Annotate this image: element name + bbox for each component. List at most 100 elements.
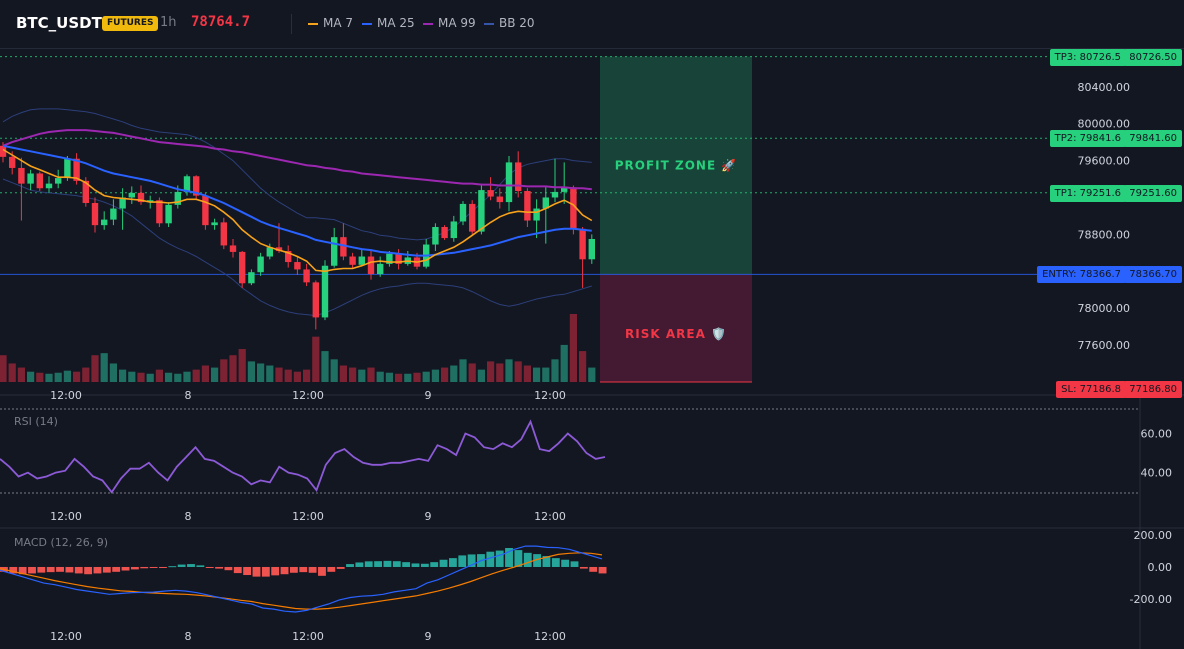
volume-bar	[36, 372, 44, 382]
candle-body	[248, 272, 255, 284]
candle-body	[340, 237, 347, 257]
rsi-line	[0, 419, 606, 494]
level-tag-tp3: TP3: 80726.5	[1049, 48, 1126, 66]
candle-body	[119, 197, 126, 209]
candle-body	[386, 253, 393, 264]
candle-body	[156, 200, 163, 224]
macd-histogram-bar	[37, 566, 46, 573]
candle-body	[229, 245, 237, 252]
macd-histogram-bar	[514, 550, 523, 567]
price-tick-label: 78800.00	[1078, 228, 1131, 241]
macd-histogram-bar	[102, 566, 111, 573]
volume-bar	[128, 371, 136, 382]
rsi-title: RSI (14)	[14, 415, 58, 428]
candle-body	[349, 256, 356, 265]
macd-histogram-bar	[355, 562, 364, 567]
candle-body	[469, 203, 476, 232]
volume-bar	[73, 371, 81, 382]
volume-bar	[588, 367, 596, 382]
candle-body	[331, 237, 338, 266]
volume-bar	[192, 369, 200, 382]
macd-histogram-bar	[280, 566, 289, 575]
volume-bar	[155, 369, 163, 382]
legend-ma25-label: MA 25	[377, 16, 415, 30]
legend-ma7-label: MA 7	[323, 16, 354, 30]
candle-body	[18, 167, 25, 184]
macd-histogram-bar	[420, 563, 429, 567]
volume-bar	[266, 365, 274, 382]
level-tag-sl: SL: 77186.8	[1056, 381, 1126, 398]
price-tick-label: 80000.00	[1078, 118, 1131, 131]
last-price: 78764.7	[191, 14, 251, 30]
macd-histogram-bar	[439, 559, 448, 567]
volume-bar	[229, 355, 237, 382]
candle-body	[524, 191, 531, 221]
volume-bar	[27, 371, 35, 382]
macd-histogram-bar	[542, 556, 551, 567]
volume-bar	[395, 373, 403, 382]
candle-body	[73, 158, 80, 181]
macd-histogram-bar	[392, 561, 401, 567]
macd-histogram-bar	[579, 566, 588, 569]
legend-bb20-label: BB 20	[499, 16, 535, 30]
profit-zone	[600, 56, 752, 275]
macd-histogram-bar	[289, 566, 298, 573]
volume-bar	[109, 363, 117, 382]
bb-upper-line	[2, 108, 592, 241]
candle-body	[91, 203, 99, 226]
macd-histogram-bar	[18, 566, 27, 575]
symbol-name[interactable]: BTC_USDT	[16, 14, 102, 32]
time-tick-label: 12:00	[534, 630, 566, 643]
candle-body	[285, 250, 292, 263]
macd-histogram-bar	[486, 551, 495, 567]
time-tick-label: 9	[425, 389, 432, 402]
volume-bar	[45, 373, 53, 382]
macd-tick-label: 200.00	[1134, 529, 1173, 542]
legend-bb20[interactable]: BB 20	[484, 16, 535, 30]
macd-histogram-bar	[383, 560, 392, 567]
legend-ma99[interactable]: MA 99	[423, 16, 476, 30]
volume-bar	[247, 361, 255, 382]
timeframe-label[interactable]: 1h	[160, 15, 177, 30]
risk-zone-label: RISK AREA 🛡️	[625, 327, 727, 341]
candle-body	[137, 192, 145, 203]
candle-body	[36, 173, 43, 189]
candle-body	[496, 196, 503, 203]
candle-body	[174, 191, 181, 205]
macd-histogram-bar	[561, 559, 570, 567]
macd-histogram-bar	[215, 566, 223, 569]
macd-signal-line	[0, 552, 603, 610]
volume-bar	[441, 367, 449, 382]
price-tick-label: 78000.00	[1078, 302, 1131, 315]
candle-body	[551, 191, 559, 198]
macd-histogram-bar	[589, 566, 598, 572]
volume-bar	[174, 373, 182, 382]
legend-ma25-swatch	[362, 22, 372, 25]
macd-histogram-bar	[252, 566, 261, 577]
volume-bar	[487, 361, 495, 382]
time-tick-label: 12:00	[292, 389, 324, 402]
candle-body	[478, 190, 485, 232]
candle-body	[321, 265, 329, 318]
macd-histogram-bar	[327, 566, 336, 572]
volume-bar	[339, 365, 347, 382]
volume-bar	[422, 371, 430, 382]
macd-histogram-bar	[168, 566, 177, 568]
legend-ma7[interactable]: MA 7	[308, 16, 353, 30]
legend-bb20-swatch	[484, 22, 494, 25]
candle-body	[487, 190, 494, 197]
candle-body	[266, 247, 273, 257]
legend-ma25[interactable]: MA 25	[362, 16, 415, 30]
volume-bar	[0, 355, 7, 382]
level-tag-tp1: TP1: 79251.6	[1049, 184, 1126, 202]
macd-histogram-bar	[308, 566, 317, 573]
macd-histogram-bar	[159, 566, 167, 568]
volume-bar	[579, 351, 587, 382]
macd-histogram-bar	[458, 555, 467, 567]
volume-bar	[358, 369, 366, 382]
macd-histogram-bar	[243, 566, 252, 576]
legend-ma7-swatch	[308, 22, 318, 25]
time-tick-label: 9	[425, 510, 432, 523]
price-tick-label: 80400.00	[1078, 81, 1131, 94]
